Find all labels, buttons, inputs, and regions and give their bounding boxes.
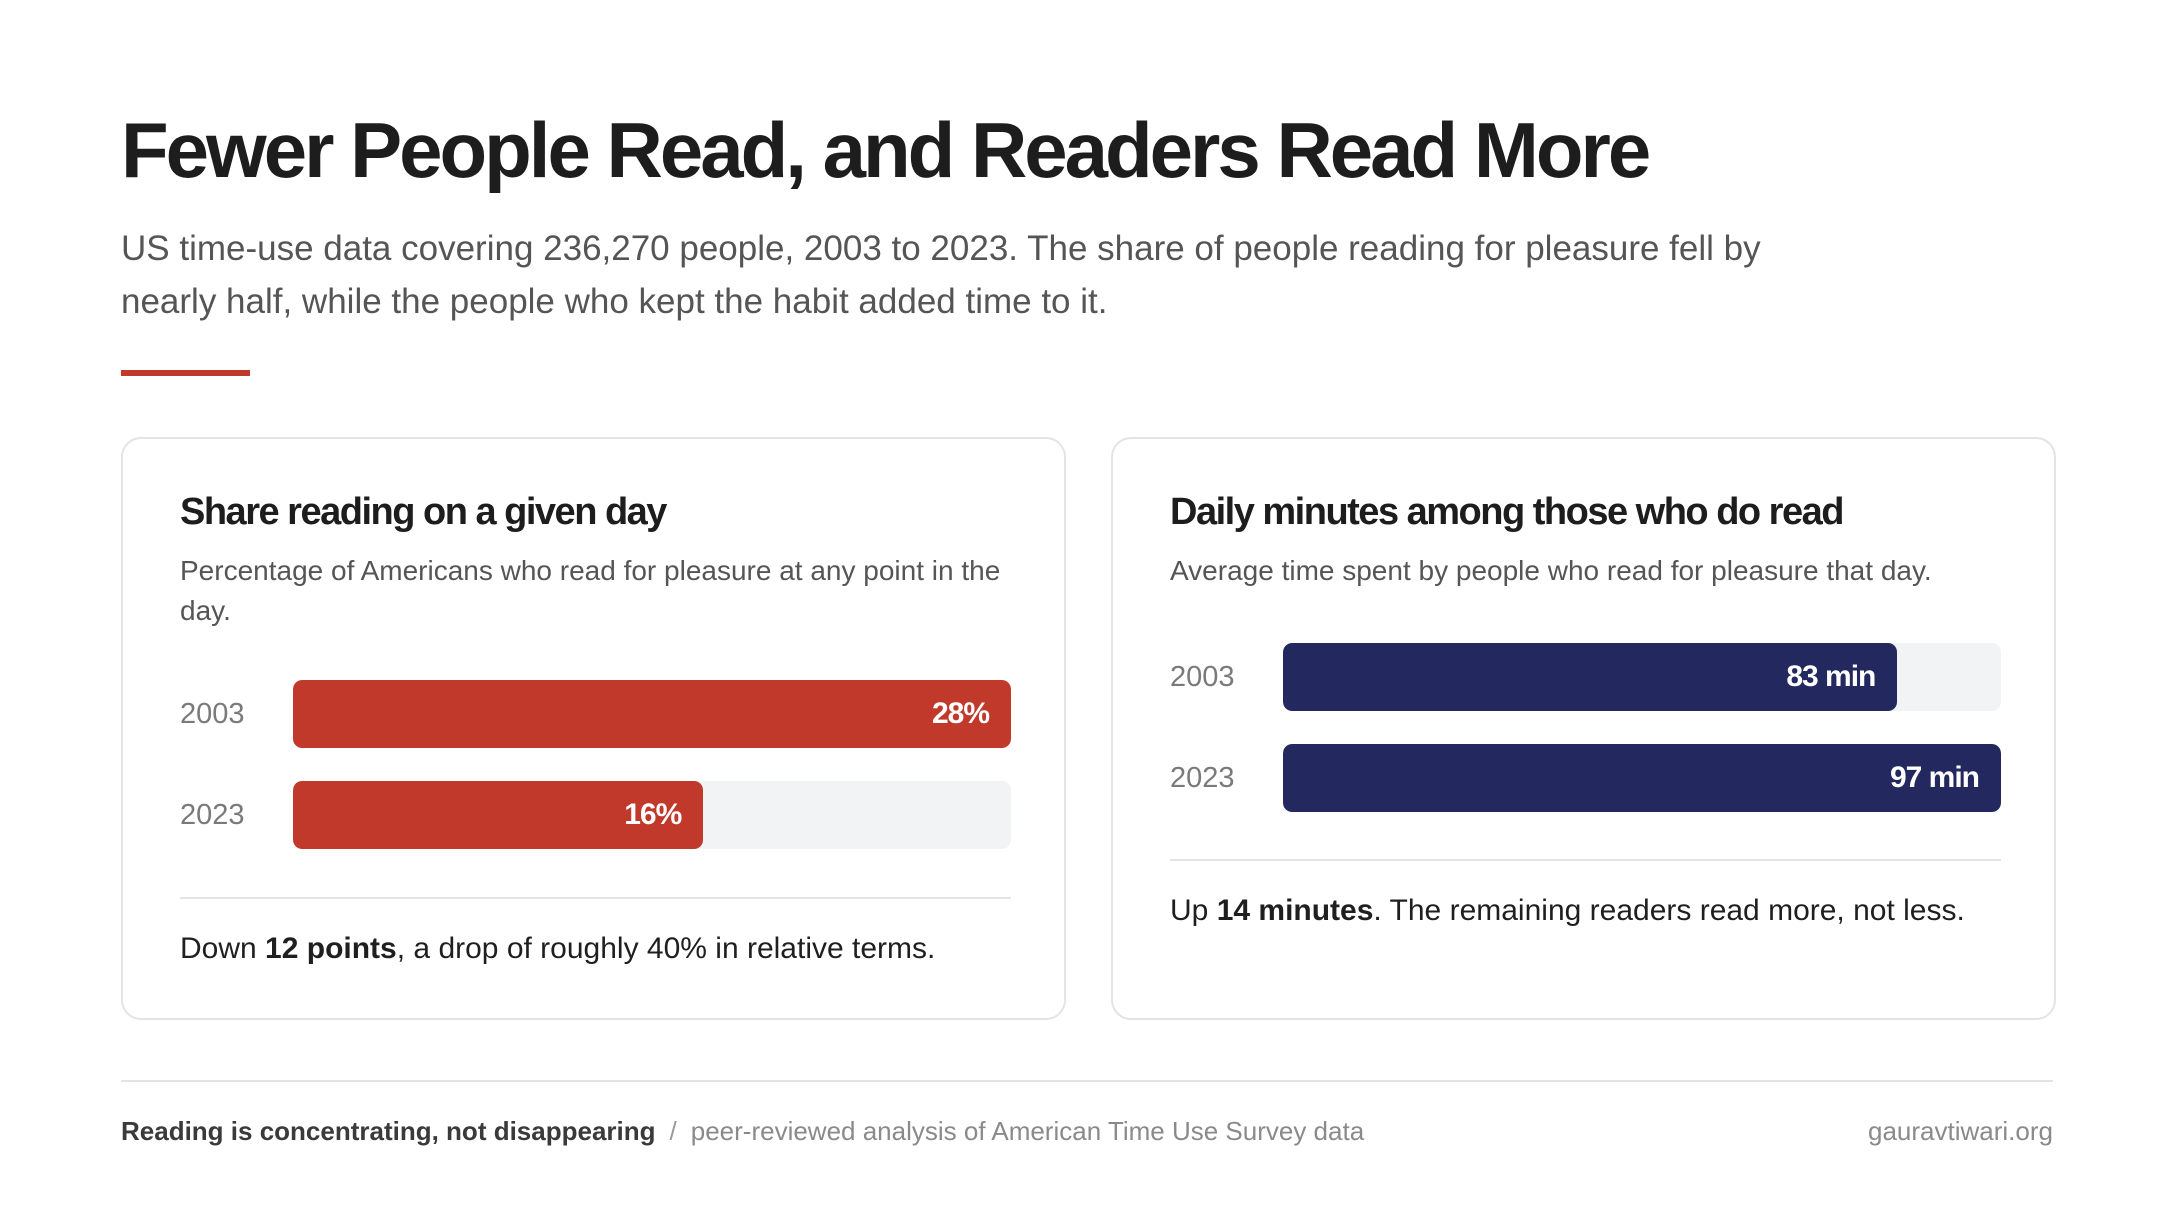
page-title: Fewer People Read, and Readers Read More — [121, 106, 1651, 194]
share-card-note: Down 12 points, a drop of roughly 40% in… — [180, 932, 935, 966]
footer-title: Reading is concentrating, not disappeari… — [121, 1116, 656, 1146]
share-bar-value-label: 28% — [931, 697, 990, 730]
footer-description: peer-reviewed analysis of American Time … — [690, 1116, 1365, 1146]
minutes-card-title: Daily minutes among those who do read — [1170, 491, 1844, 533]
minutes-bar-value-label: 97 min — [1889, 761, 1980, 794]
daily-minutes-card: Daily minutes among those who do read Av… — [1111, 437, 2056, 1020]
minutes-bar-row-2003: 2003 83 min — [1170, 643, 2001, 711]
minutes-note-prefix: Up — [1170, 894, 1217, 927]
footer-left: Reading is concentrating, not disappeari… — [121, 1113, 1364, 1149]
minutes-bar-2003: 83 min — [1283, 643, 1898, 711]
share-bar-2003: 28% — [293, 680, 1011, 748]
share-note-emphasis: 12 points — [265, 932, 397, 965]
footer-site: gauravtiwari.org — [1868, 1116, 2053, 1146]
share-card-description: Percentage of Americans who read for ple… — [180, 555, 1001, 626]
share-bar-track: 16% — [293, 781, 1011, 849]
footer: Reading is concentrating, not disappeari… — [121, 1113, 2053, 1149]
footer-rule — [121, 1080, 2053, 1082]
minutes-bar-year: 2023 — [1170, 762, 1235, 794]
share-reading-card: Share reading on a given day Percentage … — [121, 437, 1066, 1020]
minutes-card-description: Average time spent by people who read fo… — [1170, 555, 1932, 586]
share-card-title: Share reading on a given day — [180, 491, 667, 533]
accent-rule — [121, 370, 250, 376]
share-bar-row-2003: 2003 28% — [180, 680, 1011, 748]
share-bar-2023: 16% — [293, 781, 704, 849]
minutes-bar-value-label: 83 min — [1786, 660, 1876, 693]
minutes-bar-row-2023: 2023 97 min — [1170, 744, 2001, 812]
share-bar-value-label: 16% — [624, 798, 682, 831]
page-subtitle: US time-use data covering 236,270 people… — [121, 229, 1761, 321]
minutes-note-emphasis: 14 minutes — [1216, 894, 1374, 927]
minutes-bar-track: 97 min — [1283, 744, 2001, 812]
minutes-card-divider — [1170, 859, 2001, 861]
minutes-bar-2023: 97 min — [1283, 744, 2001, 812]
minutes-card-note: Up 14 minutes. The remaining readers rea… — [1170, 894, 1965, 928]
minutes-note-suffix: . The remaining readers read more, not l… — [1373, 894, 1965, 927]
minutes-bar-track: 83 min — [1283, 643, 2001, 711]
share-card-divider — [180, 897, 1011, 899]
share-bar-track: 28% — [293, 680, 1011, 748]
footer-separator: / — [669, 1116, 677, 1146]
share-note-prefix: Down — [180, 932, 266, 965]
share-bar-year: 2023 — [180, 799, 245, 831]
share-note-suffix: , a drop of roughly 40% in relative term… — [396, 932, 936, 965]
share-bar-row-2023: 2023 16% — [180, 781, 1011, 849]
share-bar-year: 2003 — [180, 698, 245, 730]
minutes-bar-year: 2003 — [1170, 661, 1235, 693]
